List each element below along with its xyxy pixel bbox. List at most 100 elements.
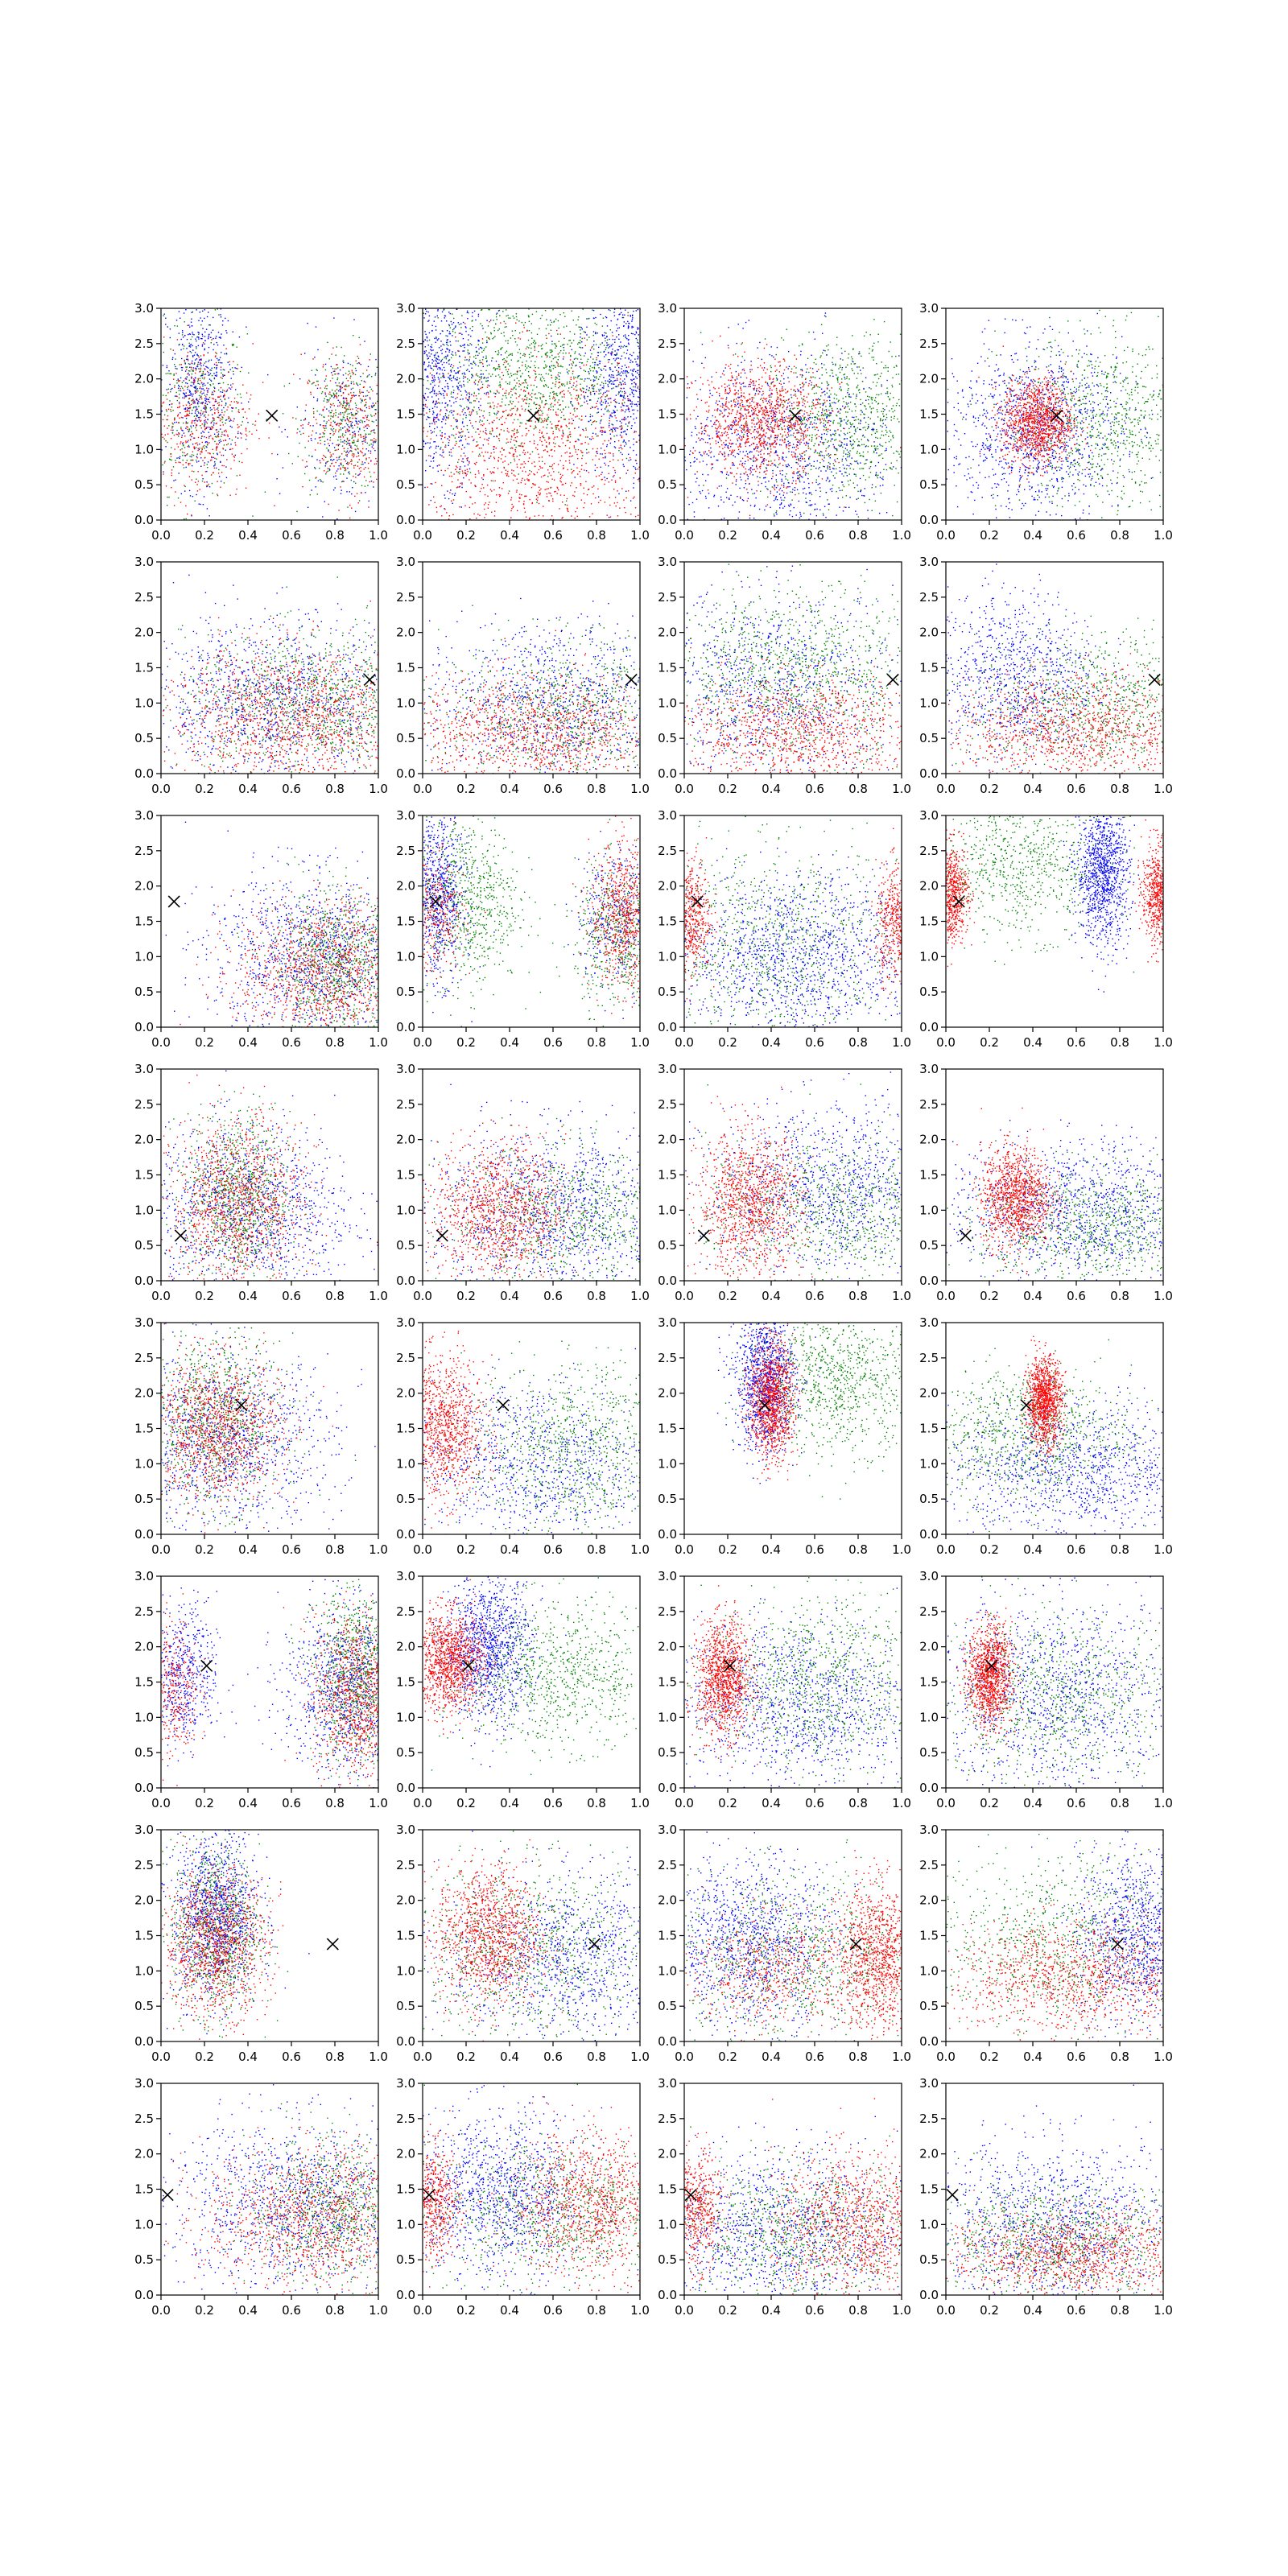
blue-point [195,388,196,389]
green-point [590,380,591,381]
green-point [349,473,350,474]
red-point [226,410,227,411]
green-point [310,494,311,495]
red-point [601,427,602,428]
red-point [190,434,191,435]
blue-point [234,367,235,368]
blue-point [630,500,631,501]
red-point [498,364,499,365]
green-point [546,427,547,428]
green-point [365,434,366,435]
blue-point [423,341,424,342]
blue-point [206,481,207,482]
green-point [446,358,447,359]
blue-point [338,465,339,466]
blue-point [635,469,636,470]
green-point [472,364,473,365]
green-point [325,427,326,428]
red-point [504,393,505,394]
blue-point [426,419,427,420]
green-point [472,320,473,321]
red-point [215,401,216,402]
blue-point [204,385,205,386]
green-point [589,368,590,369]
blue-point [185,428,186,429]
green-point [346,404,347,405]
green-point [598,367,599,368]
red-point [199,371,200,372]
green-point [518,386,519,387]
blue-point [595,362,596,363]
green-point [520,384,521,385]
green-point [514,380,515,381]
green-point [587,340,588,341]
green-point [580,406,581,407]
red-point [229,404,230,405]
blue-point [223,407,224,408]
green-point [580,359,581,360]
red-point [577,458,578,459]
red-point [189,463,190,464]
red-point [504,468,505,469]
blue-point [226,477,227,478]
green-point [553,368,554,369]
red-point [224,465,225,466]
green-point [187,366,188,367]
green-point [345,406,346,407]
green-point [232,344,233,345]
blue-point [623,405,624,406]
green-point [194,416,195,417]
blue-point [434,375,435,376]
red-point [362,448,363,449]
blue-point [188,431,189,432]
red-point [528,392,529,393]
red-point [347,402,348,403]
blue-point [334,370,335,371]
red-point [185,378,186,379]
blue-point [348,452,349,453]
red-point [374,432,375,433]
blue-point [625,336,626,337]
green-point [346,386,347,387]
red-point [537,444,538,445]
red-point [552,433,553,434]
red-point [323,364,324,365]
green-point [172,410,173,411]
blue-point [439,419,440,420]
blue-point [604,351,605,352]
green-point [499,377,500,378]
blue-point [200,365,201,366]
blue-point [609,379,610,380]
green-point [355,483,356,484]
blue-point [351,389,352,390]
red-point [350,409,351,410]
red-point [542,431,543,432]
blue-point [631,380,632,381]
red-point [211,422,212,423]
blue-point [463,477,464,478]
green-point [220,399,221,400]
blue-point [614,427,615,428]
green-point [194,364,195,365]
red-point [488,508,489,509]
blue-point [636,404,637,405]
green-point [568,340,569,341]
blue-point [191,436,192,437]
blue-point [182,332,183,333]
red-point [345,389,346,390]
red-point [544,449,545,450]
green-point [525,322,526,323]
red-point [322,410,323,411]
red-point [302,486,303,487]
green-point [189,408,190,409]
blue-point [180,390,181,391]
green-point [582,362,583,363]
blue-point [595,317,596,318]
red-point [216,423,217,424]
blue-point [435,379,436,380]
green-point [599,376,600,377]
red-point [562,475,563,476]
green-point [458,472,459,473]
red-point [469,411,470,412]
blue-point [327,399,328,400]
